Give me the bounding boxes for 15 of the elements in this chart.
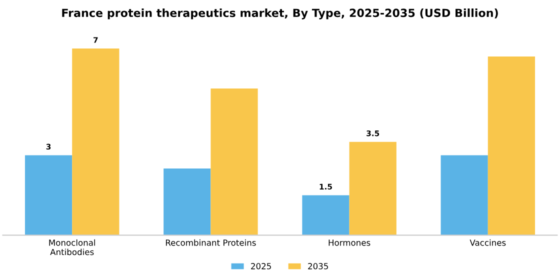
x-tick-label: Monoclonal Antibodies	[49, 239, 95, 256]
bar	[72, 48, 120, 236]
bar	[302, 195, 350, 236]
x-tick-label: Vaccines	[470, 239, 506, 246]
bar	[440, 155, 488, 236]
bar	[164, 168, 211, 236]
chart-title: France protein therapeutics market, By Type, 2025-2035 (USD Billion)	[62, 8, 498, 20]
legend-label: 2025	[251, 263, 271, 270]
bar	[210, 88, 258, 236]
legend-label: 2035	[308, 263, 328, 270]
bar	[349, 142, 396, 236]
bar	[488, 56, 536, 236]
x-tick-label: Recombinant Proteins	[166, 239, 256, 246]
bar	[24, 155, 72, 236]
x-tick-label: Hormones	[328, 240, 370, 246]
